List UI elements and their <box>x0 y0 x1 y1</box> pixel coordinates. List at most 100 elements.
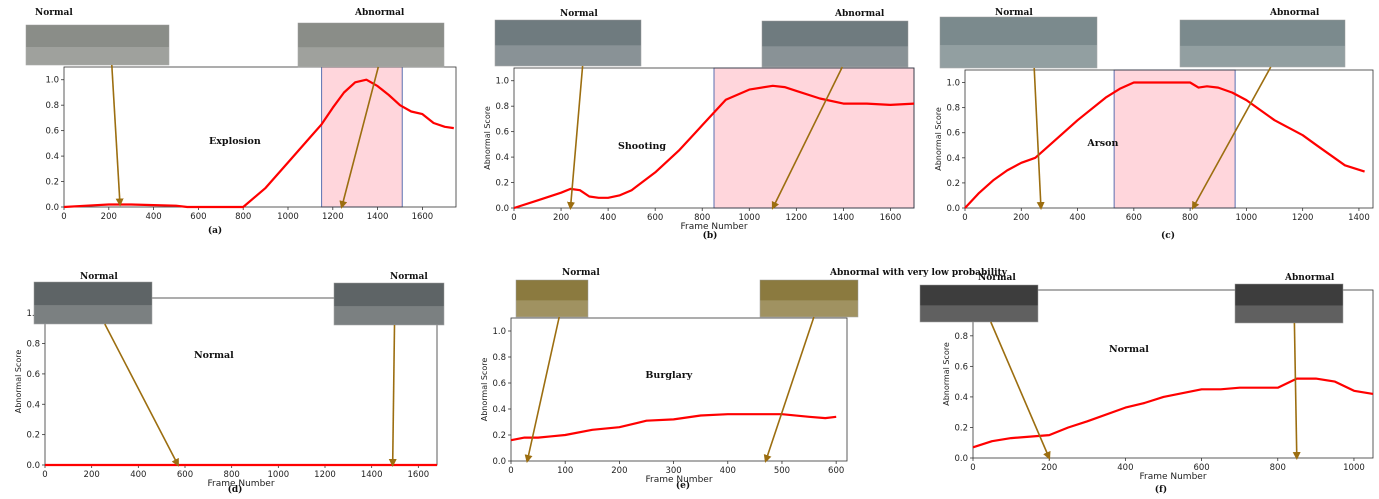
x-tick-label: 400 <box>600 213 616 223</box>
y-tick-label: 0.2 <box>492 431 506 441</box>
pointer-arrow <box>339 66 380 209</box>
x-tick-label: 800 <box>224 470 240 480</box>
x-tick-label: 1600 <box>880 213 902 223</box>
y-axis-label: Abnormal Score <box>480 358 489 422</box>
thumbnail-image <box>515 279 589 318</box>
class-title: Burglary <box>645 370 692 381</box>
x-tick-label: 600 <box>1193 463 1209 473</box>
thumbnail-shade <box>1180 45 1345 67</box>
x-tick-label: 800 <box>694 213 710 223</box>
frame-label: Abnormal <box>834 9 885 19</box>
frame-label: Abnormal with very low probability <box>829 268 1008 278</box>
y-tick-label: 0.6 <box>495 128 509 138</box>
thumbnail-shade <box>516 300 588 317</box>
y-tick-label: 0.0 <box>45 203 59 213</box>
x-tick-label: 400 <box>130 470 146 480</box>
x-tick-label: 200 <box>84 470 100 480</box>
video-thumbnail <box>761 20 909 68</box>
plot-frame <box>964 69 1374 209</box>
class-title: Arson <box>1086 138 1118 149</box>
panel-label: (a) <box>208 225 222 236</box>
x-tick-label: 400 <box>1117 463 1133 473</box>
y-tick-label: 0.0 <box>954 454 968 464</box>
pointer-arrow <box>1033 67 1045 210</box>
video-thumbnail <box>759 279 859 318</box>
x-tick-label: 1200 <box>322 212 344 222</box>
series-line-1 <box>972 377 1374 449</box>
y-tick-label: 0.6 <box>45 127 59 137</box>
y-tick-label: 0.4 <box>954 393 968 403</box>
y-tick-label: 0.4 <box>45 152 59 162</box>
x-tick-label: 400 <box>720 466 736 476</box>
x-tick-label: 600 <box>828 466 844 476</box>
y-tick-label: 0.8 <box>946 104 960 114</box>
x-tick-label: 0 <box>42 470 47 480</box>
y-tick-label: 0.4 <box>26 400 40 410</box>
thumbnail-image <box>759 279 859 318</box>
pointer-arrow <box>111 64 124 207</box>
x-tick-label: 400 <box>1069 213 1085 223</box>
x-tick-label: 1600 <box>412 212 434 222</box>
y-tick-label: 1.0 <box>45 76 59 86</box>
x-tick-label: 1000 <box>1236 213 1258 223</box>
x-tick-label: 0 <box>970 463 975 473</box>
thumbnail-image <box>297 22 445 68</box>
y-tick-label: 0.0 <box>492 457 506 467</box>
panel-label: (b) <box>703 230 718 241</box>
y-tick-label: 0.4 <box>492 405 506 415</box>
panel-label: (e) <box>676 480 690 491</box>
class-title: Normal <box>1109 344 1149 355</box>
y-tick-label: 0.4 <box>946 154 960 164</box>
y-tick-label: 0.6 <box>954 362 968 372</box>
x-tick-label: 200 <box>1013 213 1029 223</box>
plot-frame <box>510 317 848 462</box>
pointer-arrow <box>1292 322 1301 460</box>
y-axis-label: Abnormal Score <box>14 350 23 414</box>
x-tick-label: 1000 <box>1343 463 1365 473</box>
plot-frame <box>513 67 915 209</box>
x-tick-label: 1200 <box>1292 213 1314 223</box>
thumbnail-shade <box>34 305 152 324</box>
pointer-arrow <box>566 65 584 210</box>
x-tick-label: 1200 <box>786 213 808 223</box>
class-title: Normal <box>194 350 234 361</box>
thumbnail-shade <box>760 300 858 317</box>
chart-panel-4: 0.0 0.2 0.4 0.6 0.8 1.0 0 200 400 600 800 1000 1200 1… <box>14 272 445 495</box>
x-tick-label: 400 <box>145 212 161 222</box>
y-tick-label: 0.8 <box>495 102 509 112</box>
x-axis-label: Frame Number <box>1139 472 1206 482</box>
pointer-arrow <box>104 323 179 467</box>
x-tick-label: 1400 <box>367 212 389 222</box>
y-tick-label: 0.0 <box>946 204 960 214</box>
thumbnail-image <box>761 20 909 68</box>
thumbnail-shade <box>920 305 1038 322</box>
y-tick-label: 0.8 <box>45 101 59 111</box>
chart-panel-2: 0.0 0.2 0.4 0.6 0.8 1.0 0 200 400 600 800 1000 1200 1… <box>483 9 915 241</box>
x-tick-label: 600 <box>190 212 206 222</box>
video-thumbnail <box>515 279 589 318</box>
video-thumbnail <box>939 16 1098 69</box>
y-tick-label: 0.6 <box>26 370 40 380</box>
y-tick-label: 0.4 <box>495 153 509 163</box>
pointer-arrow <box>763 316 815 463</box>
video-thumbnail <box>1179 19 1346 68</box>
y-tick-label: 1.0 <box>946 79 960 89</box>
y-tick-label: 1.0 <box>495 77 509 87</box>
frame-label: Normal <box>35 8 73 18</box>
thumbnail-shade <box>762 46 908 67</box>
abnormal-region <box>1113 69 1236 209</box>
y-tick-label: 0.2 <box>495 179 509 189</box>
frame-label: Normal <box>80 272 118 282</box>
video-thumbnail <box>25 24 170 66</box>
x-tick-label: 300 <box>665 466 681 476</box>
thumbnail-shade <box>940 45 1097 68</box>
y-tick-label: 0.8 <box>954 332 968 342</box>
thumbnail-shade <box>298 47 444 67</box>
frame-label: Normal <box>995 8 1033 18</box>
thumbnail-shade <box>334 306 444 325</box>
series-line-1 <box>513 84 915 210</box>
series-line-1 <box>63 78 454 209</box>
x-tick-label: 1000 <box>268 470 290 480</box>
panel-label: (d) <box>228 484 243 495</box>
